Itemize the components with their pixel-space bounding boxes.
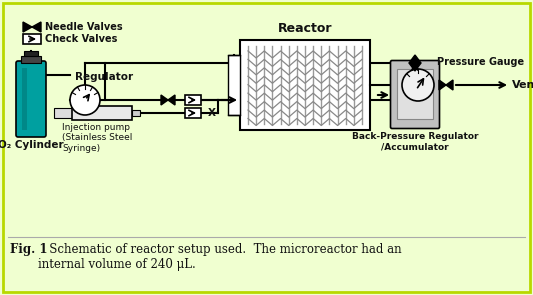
FancyBboxPatch shape bbox=[391, 60, 440, 129]
Bar bbox=[54, 108, 74, 118]
Text: Pressure Gauge: Pressure Gauge bbox=[437, 57, 524, 67]
Bar bbox=[228, 55, 240, 115]
FancyBboxPatch shape bbox=[16, 61, 46, 137]
Bar bbox=[24, 51, 38, 56]
Polygon shape bbox=[409, 55, 421, 71]
Bar bbox=[397, 69, 433, 119]
Polygon shape bbox=[168, 95, 175, 105]
Polygon shape bbox=[23, 22, 32, 32]
Text: Back-Pressure Regulator
/Accumulator: Back-Pressure Regulator /Accumulator bbox=[352, 132, 478, 151]
Bar bbox=[22, 68, 27, 130]
Bar bbox=[23, 34, 41, 44]
Polygon shape bbox=[439, 80, 446, 90]
Polygon shape bbox=[161, 95, 168, 105]
Text: Needle Valves: Needle Valves bbox=[45, 22, 123, 32]
Circle shape bbox=[70, 85, 100, 115]
Text: Injection pump
(Stainless Steel
Syringe): Injection pump (Stainless Steel Syringe) bbox=[62, 123, 132, 153]
Bar bbox=[21, 56, 41, 63]
Bar bbox=[185, 108, 201, 118]
Text: Fig. 1: Fig. 1 bbox=[10, 243, 47, 256]
Bar bbox=[132, 110, 140, 116]
Text: Reactor: Reactor bbox=[278, 22, 332, 35]
Text: X-: X- bbox=[208, 108, 220, 118]
Bar bbox=[240, 40, 370, 130]
Bar bbox=[72, 106, 132, 120]
Text: O₂ Cylinder: O₂ Cylinder bbox=[0, 140, 64, 150]
Bar bbox=[185, 95, 201, 105]
Text: Check Valves: Check Valves bbox=[45, 34, 117, 44]
Text: Schematic of reactor setup used.  The microreactor had an
internal volume of 240: Schematic of reactor setup used. The mic… bbox=[38, 243, 402, 271]
Text: Vial: Vial bbox=[403, 84, 427, 94]
Circle shape bbox=[402, 69, 434, 101]
Text: Vent: Vent bbox=[512, 80, 533, 90]
Text: Regulator: Regulator bbox=[75, 72, 133, 82]
Polygon shape bbox=[446, 80, 453, 90]
Polygon shape bbox=[32, 22, 41, 32]
